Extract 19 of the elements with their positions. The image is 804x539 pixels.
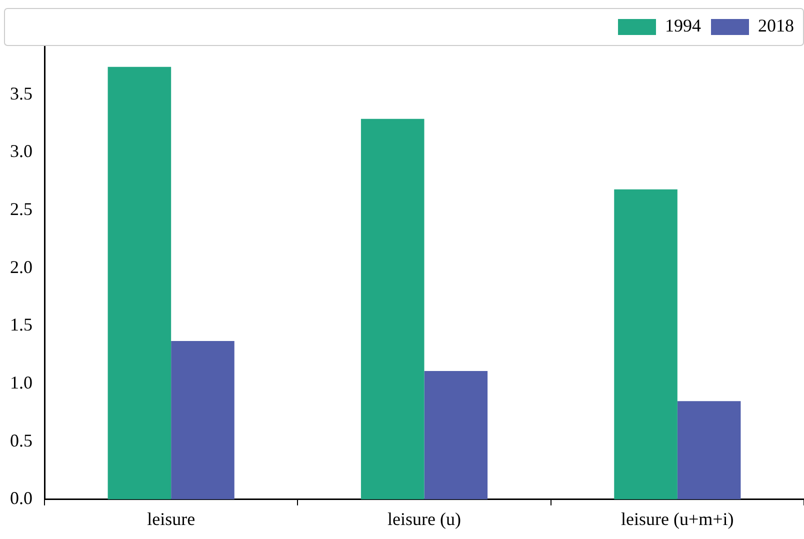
y-tick-label: 2.0: [10, 256, 32, 277]
bar: [677, 401, 741, 500]
bar: [108, 66, 172, 500]
y-tick-label: 0.0: [10, 488, 32, 508]
bar: [360, 118, 424, 500]
x-tick-label: leisure (u+m+i): [621, 508, 734, 529]
legend-label: 2018: [758, 16, 794, 36]
bar: [424, 371, 488, 500]
x-tick-label: leisure (u): [388, 508, 461, 529]
y-tick-label: 1.5: [10, 314, 32, 335]
y-tick-label: 3.5: [10, 83, 32, 104]
y-tick-label: 0.5: [10, 430, 32, 450]
x-tick-label: leisure: [147, 508, 196, 529]
bar: [171, 340, 234, 500]
legend-label: 1994: [665, 16, 701, 36]
bar: [614, 189, 678, 500]
y-tick-label: 2.5: [10, 198, 32, 219]
y-tick-label: 3.0: [10, 141, 32, 162]
y-tick-label: 1.0: [10, 372, 32, 392]
